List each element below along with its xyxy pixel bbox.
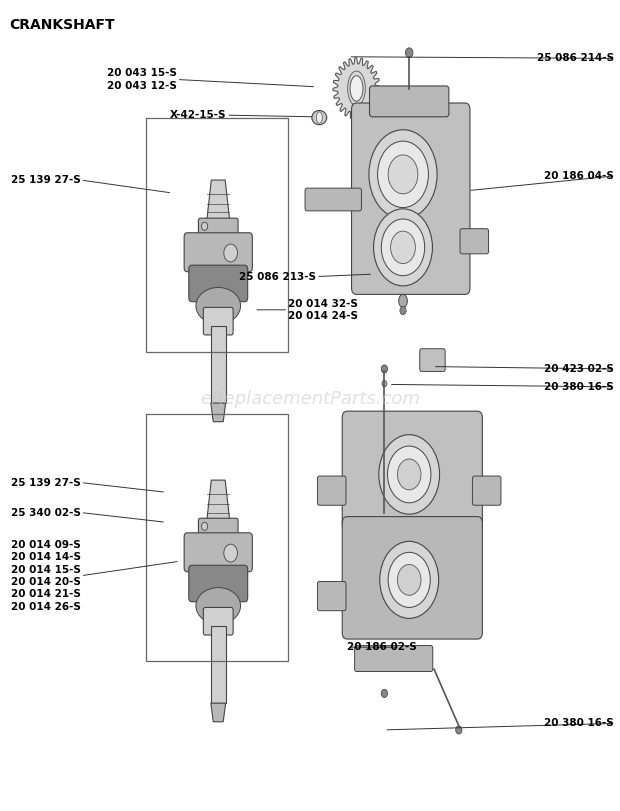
Text: CRANKSHAFT: CRANKSHAFT [9,18,115,32]
Ellipse shape [397,564,421,595]
Ellipse shape [196,288,241,324]
Ellipse shape [224,244,237,262]
FancyBboxPatch shape [355,646,433,672]
FancyBboxPatch shape [203,307,233,335]
FancyBboxPatch shape [305,188,361,211]
FancyBboxPatch shape [342,517,482,639]
Ellipse shape [350,75,363,101]
Ellipse shape [399,294,407,307]
Bar [211,326,226,403]
Ellipse shape [388,155,418,194]
Ellipse shape [316,112,322,123]
Text: 20 423 02-S: 20 423 02-S [544,364,614,374]
FancyBboxPatch shape [472,476,501,505]
Text: 25 086 214-S: 25 086 214-S [537,54,614,63]
Text: 20 043 15-S
20 043 12-S: 20 043 15-S 20 043 12-S [107,68,177,91]
Ellipse shape [196,587,241,624]
Ellipse shape [381,219,425,276]
Ellipse shape [381,689,388,697]
Ellipse shape [224,544,237,562]
Text: 20 380 16-S: 20 380 16-S [544,382,614,392]
Text: 20 380 16-S: 20 380 16-S [544,719,614,728]
FancyBboxPatch shape [460,229,489,254]
Ellipse shape [373,208,433,285]
Ellipse shape [312,110,327,125]
FancyBboxPatch shape [317,581,346,611]
FancyBboxPatch shape [198,218,238,238]
Ellipse shape [400,307,406,315]
FancyBboxPatch shape [317,476,346,505]
Polygon shape [333,58,380,119]
Text: 20 014 09-S
20 014 14-S
20 014 15-S
20 014 20-S
20 014 21-S
20 014 26-S: 20 014 09-S 20 014 14-S 20 014 15-S 20 0… [11,540,81,611]
FancyBboxPatch shape [198,518,238,538]
Text: X-42-15-S: X-42-15-S [170,110,226,120]
FancyBboxPatch shape [203,607,233,635]
Bar [211,626,226,703]
Ellipse shape [378,141,428,208]
Polygon shape [206,180,230,225]
Text: 20 014 32-S
20 014 24-S: 20 014 32-S 20 014 24-S [288,298,358,321]
Ellipse shape [202,222,208,230]
Ellipse shape [397,459,421,490]
Ellipse shape [391,231,415,264]
Ellipse shape [369,130,437,219]
Polygon shape [211,703,226,722]
Text: 25 086 213-S: 25 086 213-S [239,272,316,281]
FancyBboxPatch shape [188,265,247,302]
Text: 25 139 27-S: 25 139 27-S [11,478,81,487]
Ellipse shape [379,542,439,618]
FancyBboxPatch shape [342,411,482,530]
Text: 20 186 02-S: 20 186 02-S [347,642,417,652]
Text: 25 139 27-S: 25 139 27-S [11,175,81,185]
FancyBboxPatch shape [420,349,445,371]
Bar [146,118,288,352]
Ellipse shape [388,446,431,503]
Ellipse shape [456,726,462,734]
Ellipse shape [202,522,208,530]
Ellipse shape [405,48,413,58]
Ellipse shape [382,380,387,387]
Polygon shape [206,480,230,525]
FancyBboxPatch shape [184,533,252,572]
FancyBboxPatch shape [370,86,449,117]
Ellipse shape [379,435,440,514]
Text: eReplacementParts.com: eReplacementParts.com [200,390,420,408]
Ellipse shape [388,552,430,607]
FancyBboxPatch shape [184,233,252,272]
FancyBboxPatch shape [352,103,470,294]
FancyBboxPatch shape [188,565,247,602]
Bar [146,414,288,661]
Text: 20 186 04-S: 20 186 04-S [544,171,614,181]
Polygon shape [211,403,226,422]
Ellipse shape [381,365,388,373]
Text: 25 340 02-S: 25 340 02-S [11,508,81,517]
